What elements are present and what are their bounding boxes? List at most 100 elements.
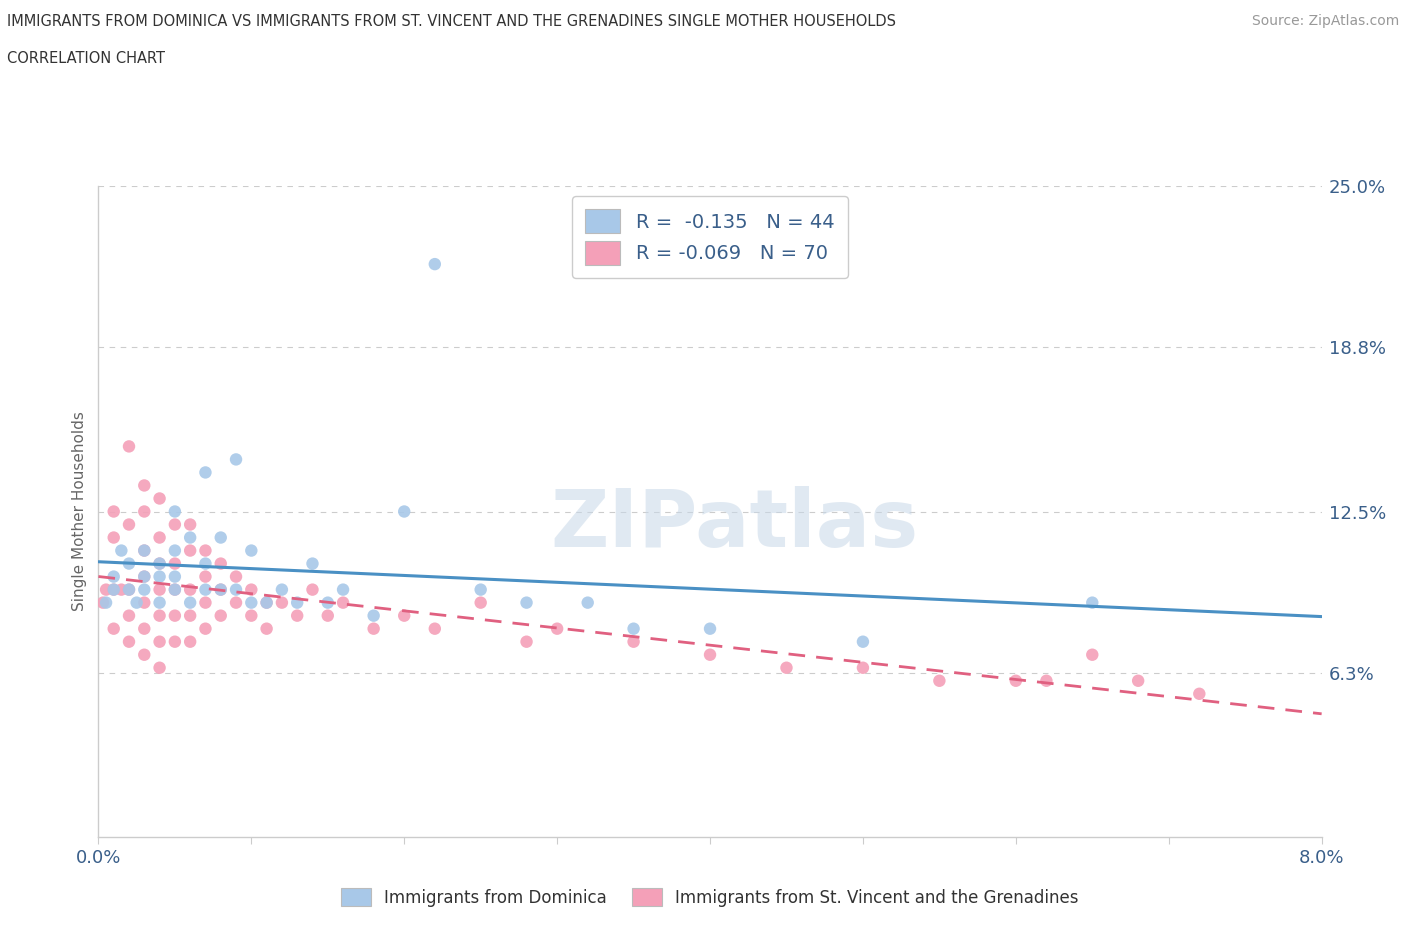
Point — [118, 517, 141, 532]
Point — [423, 621, 446, 636]
Point — [240, 608, 263, 623]
Point — [149, 608, 172, 623]
Point — [149, 569, 172, 584]
Point — [149, 530, 172, 545]
Point — [546, 621, 568, 636]
Point — [516, 634, 538, 649]
Point — [194, 543, 217, 558]
Point — [194, 582, 217, 597]
Point — [240, 595, 263, 610]
Point — [134, 595, 156, 610]
Point — [94, 582, 117, 597]
Point — [163, 517, 186, 532]
Point — [225, 452, 247, 467]
Point — [163, 608, 186, 623]
Text: Source: ZipAtlas.com: Source: ZipAtlas.com — [1251, 14, 1399, 28]
Point — [225, 569, 247, 584]
Point — [928, 673, 950, 688]
Point — [470, 582, 492, 597]
Point — [470, 595, 492, 610]
Point — [240, 582, 263, 597]
Point — [316, 595, 339, 610]
Point — [852, 660, 875, 675]
Point — [134, 582, 156, 597]
Point — [163, 504, 186, 519]
Point — [775, 660, 797, 675]
Point — [209, 582, 232, 597]
Point — [1081, 647, 1104, 662]
Point — [270, 582, 294, 597]
Point — [285, 608, 308, 623]
Point — [699, 647, 721, 662]
Point — [118, 582, 141, 597]
Point — [194, 569, 217, 584]
Point — [134, 647, 156, 662]
Point — [1128, 673, 1150, 688]
Point — [134, 543, 156, 558]
Point — [103, 582, 125, 597]
Point — [110, 543, 132, 558]
Point — [623, 621, 645, 636]
Point — [149, 660, 172, 675]
Point — [149, 582, 172, 597]
Point — [125, 595, 148, 610]
Point — [209, 582, 232, 597]
Text: CORRELATION CHART: CORRELATION CHART — [7, 51, 165, 66]
Point — [1081, 595, 1104, 610]
Point — [134, 543, 156, 558]
Point — [118, 582, 141, 597]
Point — [256, 595, 278, 610]
Point — [118, 439, 141, 454]
Point — [194, 595, 217, 610]
Point — [699, 621, 721, 636]
Point — [316, 608, 339, 623]
Text: ZIPatlas: ZIPatlas — [550, 485, 918, 564]
Point — [163, 634, 186, 649]
Point — [256, 621, 278, 636]
Point — [134, 621, 156, 636]
Point — [179, 582, 201, 597]
Point — [163, 569, 186, 584]
Point — [209, 556, 232, 571]
Point — [118, 634, 141, 649]
Point — [179, 595, 201, 610]
Point — [301, 582, 323, 597]
Point — [1035, 673, 1057, 688]
Point — [209, 608, 232, 623]
Point — [423, 257, 446, 272]
Point — [103, 504, 125, 519]
Point — [1004, 673, 1026, 688]
Legend: Immigrants from Dominica, Immigrants from St. Vincent and the Grenadines: Immigrants from Dominica, Immigrants fro… — [335, 882, 1085, 913]
Point — [118, 556, 141, 571]
Point — [256, 595, 278, 610]
Point — [134, 504, 156, 519]
Point — [194, 621, 217, 636]
Point — [209, 530, 232, 545]
Point — [103, 582, 125, 597]
Point — [134, 569, 156, 584]
Point — [149, 491, 172, 506]
Point — [285, 595, 308, 610]
Point — [134, 569, 156, 584]
Point — [194, 556, 217, 571]
Point — [179, 634, 201, 649]
Point — [149, 556, 172, 571]
Point — [149, 595, 172, 610]
Point — [332, 595, 354, 610]
Y-axis label: Single Mother Households: Single Mother Households — [72, 412, 87, 611]
Point — [110, 582, 132, 597]
Point — [332, 582, 354, 597]
Point — [163, 582, 186, 597]
Point — [179, 530, 201, 545]
Point — [179, 608, 201, 623]
Point — [94, 595, 117, 610]
Point — [852, 634, 875, 649]
Point — [163, 556, 186, 571]
Point — [163, 582, 186, 597]
Point — [163, 543, 186, 558]
Point — [1188, 686, 1211, 701]
Point — [149, 634, 172, 649]
Point — [103, 569, 125, 584]
Point — [91, 595, 114, 610]
Point — [363, 621, 385, 636]
